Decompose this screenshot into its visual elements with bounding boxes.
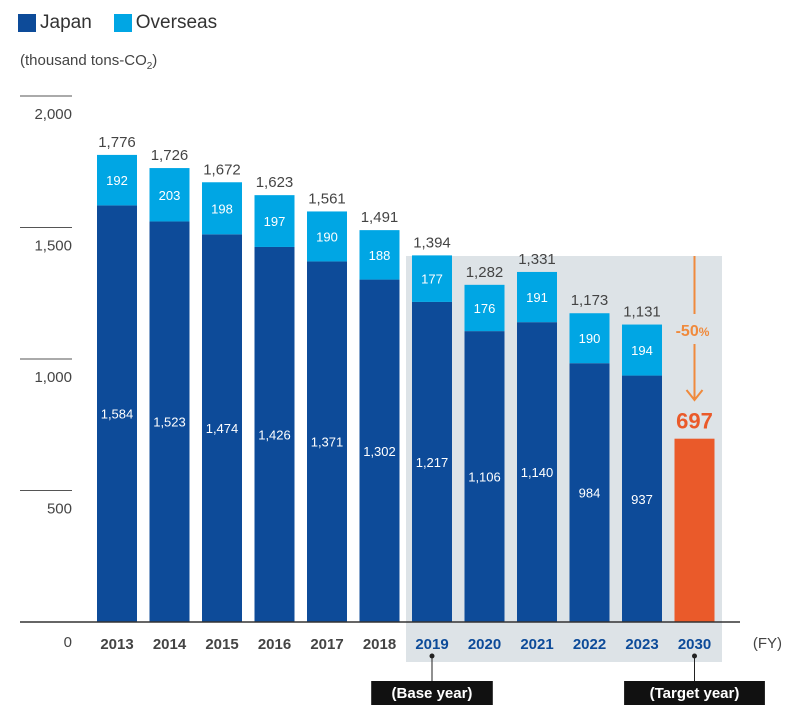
total-label: 1,282 <box>466 264 504 281</box>
data-label-japan: 937 <box>631 492 653 507</box>
total-label: 1,131 <box>623 304 661 321</box>
data-label-overseas: 192 <box>106 173 128 188</box>
reduction-label: -50% <box>676 323 710 340</box>
y-tick-label: 500 <box>47 501 72 518</box>
x-tick-label: 2020 <box>468 636 501 653</box>
data-label-japan: 1,426 <box>258 427 291 442</box>
total-label: 1,394 <box>413 234 451 251</box>
total-label: 1,726 <box>151 147 189 164</box>
bar-japan <box>97 205 137 622</box>
target-label: 697 <box>676 409 713 434</box>
x-tick-label: 2021 <box>520 636 553 653</box>
data-label-japan: 1,106 <box>468 470 501 485</box>
data-label-overseas: 177 <box>421 272 443 287</box>
annotation-text: (Base year) <box>392 685 473 702</box>
bar-overseas <box>517 271 557 323</box>
data-label-overseas: 203 <box>159 188 181 203</box>
bar-overseas <box>569 313 610 364</box>
data-label-overseas: 190 <box>579 331 601 346</box>
legend-label: Japan <box>40 12 92 33</box>
data-label-overseas: 188 <box>369 248 391 263</box>
bar-overseas <box>464 284 505 332</box>
x-tick-label: 2030 <box>678 636 711 653</box>
bar-japan <box>359 279 400 622</box>
data-label-japan: 984 <box>579 486 601 501</box>
data-label-japan: 1,140 <box>521 465 554 480</box>
x-tick-label: 2015 <box>205 636 238 653</box>
total-label: 1,491 <box>361 209 399 226</box>
bar-japan <box>517 322 557 622</box>
legend-swatch <box>113 14 132 32</box>
data-label-overseas: 176 <box>474 301 496 316</box>
x-tick-label: 2017 <box>310 636 343 653</box>
bar-overseas <box>622 324 662 376</box>
legend-item-overseas: Overseas <box>113 12 218 34</box>
bar-overseas <box>412 255 452 302</box>
y-tick-label: 0 <box>64 634 72 651</box>
x-tick-label: 2013 <box>100 636 133 653</box>
legend-item-japan: Japan <box>18 12 92 34</box>
bar-overseas <box>149 168 190 222</box>
y-tick-label: 1,500 <box>34 238 72 255</box>
x-tick-label: 2022 <box>573 636 606 653</box>
total-label: 1,776 <box>98 134 136 151</box>
data-label-japan: 1,584 <box>101 407 134 422</box>
x-tick-label: 2018 <box>363 636 396 653</box>
bar-overseas <box>254 195 295 247</box>
annotation-dot <box>692 653 697 659</box>
annotation-text: (Target year) <box>650 685 740 702</box>
data-label-overseas: 190 <box>316 229 338 244</box>
legend: Japan Overseas <box>18 12 217 34</box>
bar-japan <box>307 261 347 622</box>
data-label-japan: 1,474 <box>206 421 239 436</box>
annotation-box <box>624 681 765 705</box>
total-label: 1,561 <box>308 190 346 207</box>
x-tick-label: 2019 <box>415 636 448 653</box>
x-tick-label: 2016 <box>258 636 291 653</box>
bar-japan <box>464 331 505 622</box>
legend-label: Overseas <box>135 12 218 33</box>
bar-japan <box>412 301 452 622</box>
bar-overseas <box>307 211 347 262</box>
data-label-japan: 1,217 <box>416 455 449 470</box>
data-label-overseas: 194 <box>631 343 653 358</box>
bar-japan <box>622 375 662 622</box>
bar-overseas <box>97 154 137 206</box>
data-label-overseas: 197 <box>264 214 286 229</box>
data-label-japan: 1,371 <box>311 435 344 450</box>
bar-japan <box>569 363 610 622</box>
bar-japan <box>149 221 190 623</box>
total-label: 1,672 <box>203 161 241 178</box>
y-axis-unit: (thousand tons-CO2) <box>20 52 158 72</box>
bar-japan <box>202 234 242 622</box>
bar-japan <box>254 246 295 622</box>
x-tick-label: 2014 <box>153 636 187 653</box>
arrow-head-icon <box>685 389 704 402</box>
bar-target <box>674 438 715 622</box>
annotation-box <box>371 681 493 705</box>
annotation-dot <box>429 653 435 659</box>
legend-swatch <box>18 14 36 32</box>
bar-overseas <box>359 230 400 280</box>
highlight-region <box>406 256 722 662</box>
data-label-japan: 1,302 <box>363 444 396 459</box>
data-label-overseas: 191 <box>526 290 548 305</box>
total-label: 1,623 <box>256 174 294 191</box>
y-tick-label: 2,000 <box>34 106 72 123</box>
total-label: 1,173 <box>571 292 609 309</box>
y-tick-label: 1,000 <box>34 369 72 386</box>
data-label-japan: 1,523 <box>153 415 186 430</box>
bar-overseas <box>202 182 242 235</box>
total-label: 1,331 <box>518 251 556 268</box>
x-tick-label: 2023 <box>625 636 658 653</box>
x-axis-label: (FY) <box>753 635 782 652</box>
data-label-overseas: 198 <box>211 201 233 216</box>
